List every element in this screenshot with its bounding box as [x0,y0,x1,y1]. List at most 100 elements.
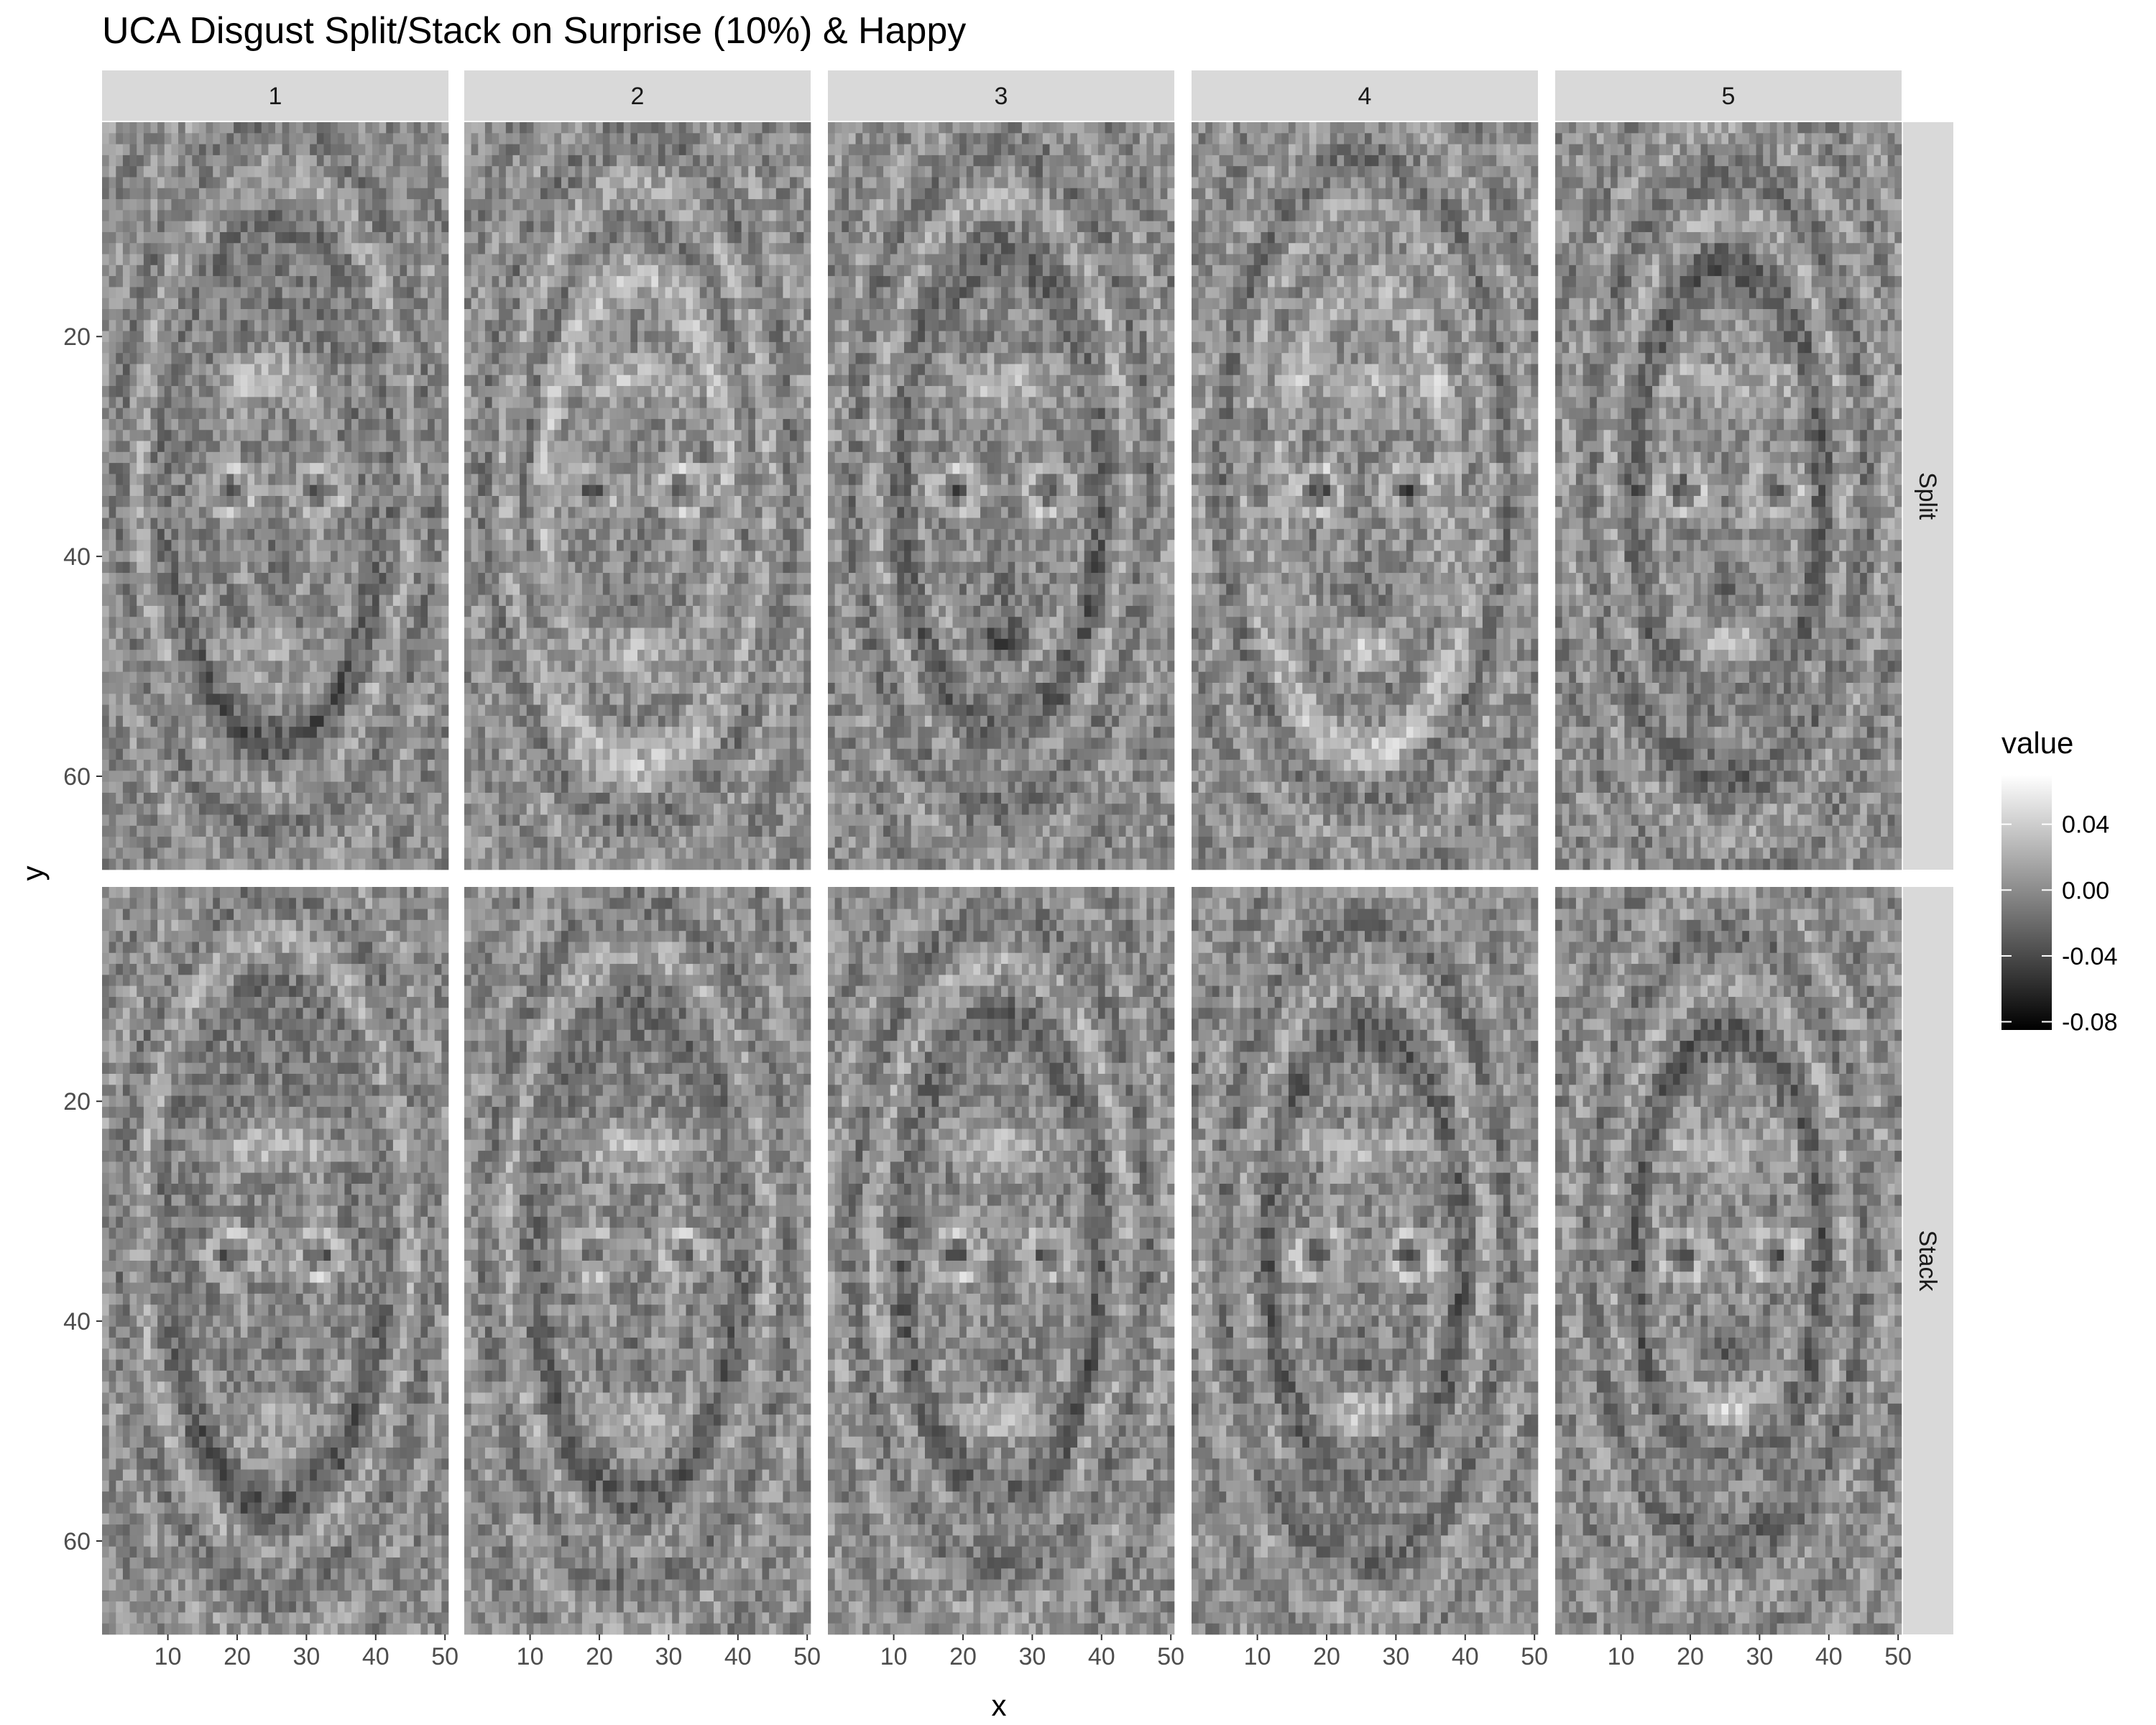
heatmap-cell [178,353,185,364]
heatmap-cell [130,770,137,782]
heatmap-cell [220,628,227,640]
heatmap-cell [679,188,686,200]
heatmap-cell [359,463,366,474]
heatmap-cell [414,419,421,431]
heatmap-cell [617,287,624,298]
heatmap-cell [303,847,310,859]
heatmap-cell [192,408,199,420]
heatmap-cell [192,166,199,178]
heatmap-cell [275,661,282,672]
heatmap-cell [575,353,582,364]
heatmap-cell [428,166,435,178]
heatmap-cell [400,837,407,848]
heatmap-cell [268,661,275,672]
heatmap-cell [686,144,693,156]
heatmap-cell [435,507,442,518]
heatmap-cell [734,375,742,387]
heatmap-cell [651,441,658,453]
heatmap-cell [116,595,123,607]
heatmap-cell [109,529,116,540]
heatmap-cell [199,782,206,794]
heatmap-cell [441,793,448,804]
heatmap-cell [241,540,248,551]
heatmap-cell [109,166,116,178]
heatmap-cell [686,177,693,188]
heatmap-cell [359,716,366,727]
heatmap-cell [165,749,172,760]
heatmap-cell [206,408,213,420]
heatmap-cell [123,375,130,387]
heatmap-cell [206,155,213,167]
heatmap-cell [303,254,310,266]
heatmap-cell [123,562,130,574]
heatmap-cell [344,430,351,441]
heatmap-cell [344,122,351,134]
heatmap-cell [130,199,137,211]
heatmap-cell [651,144,658,156]
heatmap-cell [512,287,520,298]
heatmap-cell [727,221,734,233]
heatmap-cell [548,430,555,441]
heatmap-cell [254,210,262,221]
heatmap-cell [282,551,290,562]
heatmap-cell [247,859,254,870]
heatmap-cell [109,518,116,530]
heatmap-cell [178,804,185,815]
heatmap-cell [351,507,359,518]
heatmap-cell [130,342,137,354]
heatmap-cell [548,353,555,364]
heatmap-cell [123,287,130,298]
heatmap-cell [289,133,296,144]
heatmap-cell [282,452,290,464]
heatmap-cell [790,265,797,277]
heatmap-cell [109,694,116,705]
heatmap-cell [171,606,178,617]
heatmap-cell [275,353,282,364]
heatmap-cell [379,584,387,595]
heatmap-cell [109,770,116,782]
heatmap-cell [351,683,359,694]
heatmap-cell [651,298,658,310]
heatmap-cell [123,122,130,134]
heatmap-cell [755,364,763,375]
heatmap-cell [400,518,407,530]
heatmap-cell [289,837,296,848]
heatmap-cell [185,474,193,485]
heatmap-cell [178,364,185,375]
heatmap-cell [575,320,582,331]
heatmap-cell [296,804,303,815]
heatmap-cell [441,133,448,144]
heatmap-cell [185,770,193,782]
heatmap-cell [359,804,366,815]
heatmap-cell [102,353,109,364]
heatmap-cell [407,716,414,727]
heatmap-cell [206,540,213,551]
heatmap-cell [575,166,582,178]
heatmap-cell [400,452,407,464]
heatmap-cell [527,452,534,464]
heatmap-cell [317,584,324,595]
heatmap-cell [192,441,199,453]
heatmap-cell [144,386,151,397]
heatmap-cell [400,507,407,518]
heatmap-cell [582,287,589,298]
heatmap-cell [185,408,193,420]
heatmap-cell [199,320,206,331]
heatmap-cell [609,254,617,266]
heatmap-cell [310,221,317,233]
heatmap-cell [310,463,317,474]
heatmap-cell [797,397,804,408]
heatmap-cell [241,705,248,717]
heatmap-cell [414,551,421,562]
heatmap-cell [323,496,331,507]
heatmap-cell [351,254,359,266]
heatmap-cell [227,716,234,727]
heatmap-cell [282,287,290,298]
heatmap-cell [199,122,206,134]
heatmap-cell [157,452,165,464]
heatmap-cell [672,199,679,211]
heatmap-cell [400,254,407,266]
heatmap-cell [296,463,303,474]
heatmap-cell [706,397,714,408]
heatmap-cell [262,210,269,221]
